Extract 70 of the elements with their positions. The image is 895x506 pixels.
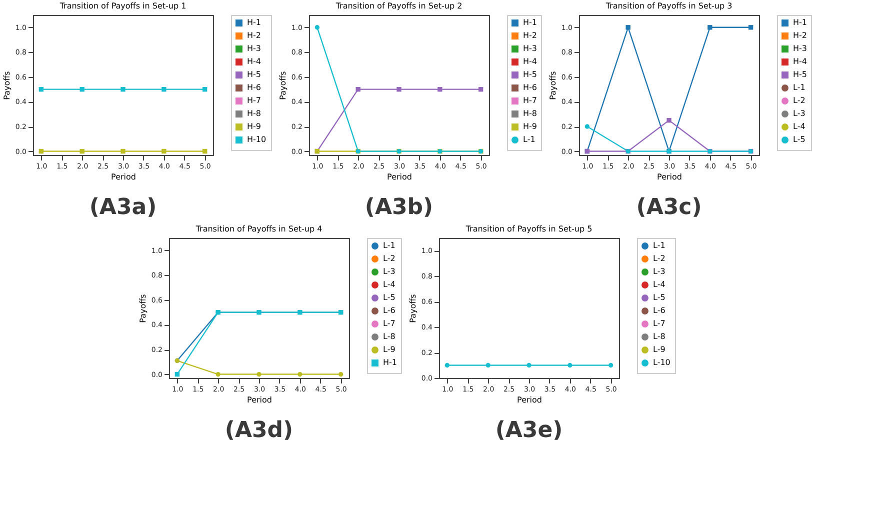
legend-label: L-5 — [793, 135, 806, 144]
legend-label: L-10 — [653, 358, 670, 367]
chart-title: Transition of Payoffs in Set-up 3 — [604, 2, 732, 10]
legend-label: L-1 — [793, 83, 806, 92]
legend-label: L-6 — [653, 306, 666, 315]
legend-label: L-4 — [793, 122, 806, 131]
legend-label: H-3 — [793, 44, 807, 53]
legend-label: H-5 — [793, 70, 807, 79]
legend-label: L-3 — [653, 267, 666, 276]
legend-label: L-2 — [383, 254, 396, 263]
legend-label: H-7 — [523, 96, 537, 105]
legend-label: H-4 — [523, 57, 537, 66]
text: (A3d) — [224, 418, 294, 443]
legend-label: H-6 — [523, 83, 537, 92]
legend-label: L-2 — [653, 254, 666, 263]
legend-label: H-1 — [523, 18, 537, 27]
legend-label: L-1 — [523, 135, 536, 144]
text: (A3b) — [364, 195, 434, 220]
legend-label: L-5 — [383, 293, 396, 302]
legend-label: H-7 — [247, 96, 261, 105]
legend-label: L-3 — [383, 267, 396, 276]
y-axis-title: Payoffs — [138, 294, 148, 323]
text: (A3c) — [636, 195, 702, 220]
legend-label: H-5 — [247, 70, 261, 79]
legend-label: H-8 — [523, 109, 537, 118]
legend-label: H-3 — [523, 44, 537, 53]
legend-label: H-10 — [247, 135, 266, 144]
text: (A3e) — [495, 418, 563, 443]
legend-label: H-1 — [383, 358, 397, 367]
legend-label: L-4 — [383, 280, 396, 289]
legend-label: L-9 — [383, 345, 396, 354]
y-axis-title: Payoffs — [548, 71, 558, 100]
legend-label: L-4 — [653, 280, 666, 289]
legend-label: L-6 — [383, 306, 396, 315]
legend-label: H-2 — [523, 31, 537, 40]
legend-label: H-4 — [793, 57, 807, 66]
x-axis-title: Period — [517, 396, 542, 404]
legend-label: H-1 — [793, 18, 807, 27]
y-axis-title: Payoffs — [2, 71, 12, 100]
legend-label: H-1 — [247, 18, 261, 27]
x-axis-title: Period — [111, 172, 136, 182]
chart-title: Transition of Payoffs in Set-up 4 — [194, 224, 322, 234]
chart-title: Transition of Payoffs in Set-up 2 — [334, 2, 462, 10]
legend-label: H-2 — [793, 31, 807, 40]
legend-label: H-6 — [247, 83, 261, 92]
legend-label: L-1 — [653, 241, 666, 250]
legend-label: L-2 — [793, 96, 806, 105]
legend-label: H-4 — [247, 57, 261, 66]
legend-label: L-7 — [383, 319, 396, 328]
legend-label: H-9 — [523, 122, 537, 131]
chart-title: Transition of Payoffs in Set-up 5 — [464, 224, 592, 234]
legend-label: L-8 — [383, 332, 396, 341]
legend-label: L-8 — [653, 332, 666, 341]
legend-label: L-1 — [383, 241, 396, 250]
legend-label: L-5 — [653, 293, 666, 302]
y-axis-title: Payoffs — [278, 71, 288, 100]
x-axis-title: Period — [387, 172, 412, 182]
x-axis-title: Period — [657, 172, 682, 182]
text: (A3a) — [89, 195, 157, 220]
legend-label: L-9 — [653, 345, 666, 354]
legend-label: H-3 — [247, 44, 261, 53]
legend-label: H-9 — [247, 122, 261, 131]
x-axis-title: Period — [247, 396, 272, 404]
y-axis-title: Payoffs — [408, 294, 418, 323]
legend-label: L-7 — [653, 319, 666, 328]
chart-title: Transition of Payoffs in Set-up 1 — [58, 2, 186, 10]
legend-label: L-3 — [793, 109, 806, 118]
legend-label: H-5 — [523, 70, 537, 79]
legend-label: H-2 — [247, 31, 261, 40]
legend-label: H-8 — [247, 109, 261, 118]
